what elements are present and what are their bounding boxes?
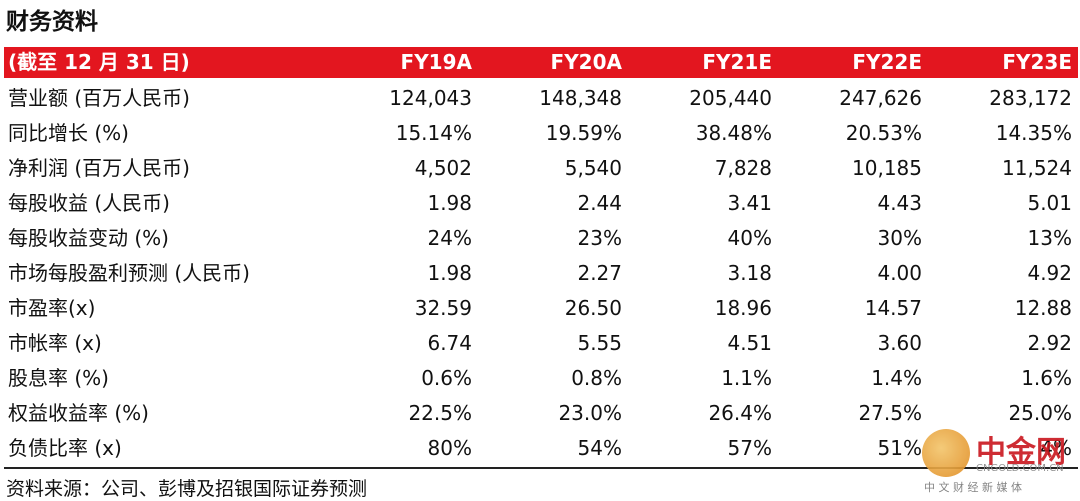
table-cell: 32.59 (414, 296, 472, 320)
table-cell: 27.5% (858, 401, 922, 425)
watermark-brand: 中金网 (976, 435, 1066, 470)
column-header: FY20A (550, 50, 622, 74)
watermark-slogan: 中 文 财 经 新 媒 体 (924, 481, 1022, 494)
table-cell: 5.01 (1027, 191, 1072, 215)
table-cell: 15.14% (395, 121, 472, 145)
table-cell: 23.0% (558, 401, 622, 425)
table-cell: 40% (727, 226, 772, 250)
source-note: 资料来源：公司、彭博及招银国际证券预测 (6, 478, 368, 500)
row-label: 同比增长 (%) (8, 121, 129, 145)
table-cell: 0.6% (421, 366, 472, 390)
column-header: FY22E (852, 50, 922, 74)
row-label: 负债比率 (x) (8, 436, 122, 460)
bottom-rule (4, 467, 1078, 469)
table-cell: 5.55 (577, 331, 622, 355)
table-cell: 2.27 (577, 261, 622, 285)
table-cell: 38.48% (695, 121, 772, 145)
watermark: 中金网 CNGOLD.COM.CN 中 文 财 经 新 媒 体 (922, 425, 1077, 501)
table-cell: 51% (877, 436, 922, 460)
row-label: 每股收益变动 (%) (8, 226, 169, 250)
table-cell: 80% (427, 436, 472, 460)
table-cell: 4,502 (414, 156, 472, 180)
table-cell: 3.18 (727, 261, 772, 285)
table-cell: 4% (1040, 436, 1072, 460)
table-cell: 10,185 (852, 156, 922, 180)
table-cell: 3.60 (877, 331, 922, 355)
table-cell: 19.59% (545, 121, 622, 145)
row-label: 股息率 (%) (8, 366, 109, 390)
table-cell: 4.92 (1027, 261, 1072, 285)
table-cell: 1.1% (721, 366, 772, 390)
table-cell: 6.74 (427, 331, 472, 355)
table-cell: 5,540 (564, 156, 622, 180)
row-label: 市帐率 (x) (8, 331, 102, 355)
table-cell: 283,172 (989, 86, 1072, 110)
table-cell: 2.44 (577, 191, 622, 215)
column-header: FY23E (1002, 50, 1072, 74)
table-cell: 18.96 (714, 296, 772, 320)
column-header: FY19A (400, 50, 472, 74)
table-cell: 124,043 (389, 86, 472, 110)
table-cell: 4.51 (727, 331, 772, 355)
header-bar (4, 47, 1078, 78)
table-cell: 24% (427, 226, 472, 250)
column-header: (截至 12 月 31 日) (8, 50, 190, 74)
table-cell: 54% (577, 436, 622, 460)
table-cell: 0.8% (571, 366, 622, 390)
table-cell: 22.5% (408, 401, 472, 425)
table-cell: 2.92 (1027, 331, 1072, 355)
table-cell: 4.00 (877, 261, 922, 285)
table-cell: 14.35% (995, 121, 1072, 145)
table-cell: 247,626 (839, 86, 922, 110)
table-cell: 20.53% (845, 121, 922, 145)
row-label: 市场每股盈利预测 (人民币) (8, 261, 250, 285)
table-cell: 3.41 (727, 191, 772, 215)
watermark-logo (922, 429, 970, 477)
table-cell: 11,524 (1002, 156, 1072, 180)
table-cell: 4.43 (877, 191, 922, 215)
title: 财务资料 (6, 8, 98, 35)
table-cell: 12.88 (1014, 296, 1072, 320)
table-cell: 205,440 (689, 86, 772, 110)
table-cell: 148,348 (539, 86, 622, 110)
table-cell: 23% (577, 226, 622, 250)
table-cell: 7,828 (714, 156, 772, 180)
table-cell: 14.57 (864, 296, 922, 320)
table-cell: 1.6% (1021, 366, 1072, 390)
table-cell: 26.4% (708, 401, 772, 425)
table-cell: 57% (727, 436, 772, 460)
table-cell: 25.0% (1008, 401, 1072, 425)
row-label: 营业额 (百万人民币) (8, 86, 190, 110)
row-label: 市盈率(x) (8, 296, 96, 320)
watermark-domain: CNGOLD.COM.CN (976, 463, 1064, 474)
row-label: 权益收益率 (%) (8, 401, 149, 425)
table-cell: 1.98 (427, 261, 472, 285)
table-cell: 30% (877, 226, 922, 250)
table-cell: 13% (1027, 226, 1072, 250)
table-cell: 26.50 (564, 296, 622, 320)
row-label: 净利润 (百万人民币) (8, 156, 190, 180)
table-cell: 1.98 (427, 191, 472, 215)
table-cell: 1.4% (871, 366, 922, 390)
row-label: 每股收益 (人民币) (8, 191, 170, 215)
column-header: FY21E (702, 50, 772, 74)
